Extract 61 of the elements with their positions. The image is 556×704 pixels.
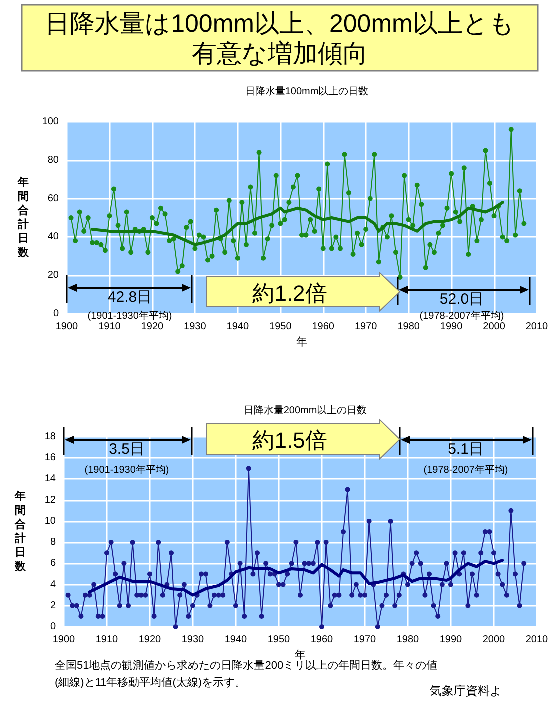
annotation: 約1.5倍 <box>252 428 328 453</box>
x-tick-label: 2010 <box>526 634 549 646</box>
x-tick-label: 1950 <box>270 322 292 332</box>
x-tick-label: 1940 <box>224 634 248 646</box>
y-axis-title: 年間合計日数 <box>14 490 27 573</box>
annotation: (1901-1930年平均) <box>84 464 170 476</box>
x-tick-label: 2000 <box>482 634 506 646</box>
x-tick-label: 1930 <box>182 634 205 646</box>
y-tick-label: 8 <box>50 537 56 548</box>
annotation: (1978-2007年平均) <box>420 310 504 322</box>
x-tick-label: 1970 <box>354 322 378 332</box>
y-tick-label: 80 <box>48 154 60 166</box>
text: 日降水量は100mm以上、200mm以上とも <box>45 10 515 38</box>
annotation: 約1.2倍 <box>252 281 328 306</box>
x-axis-title: 年 <box>295 649 306 662</box>
y-tick-label: 0 <box>50 622 56 632</box>
annotation: 52.0日 <box>440 291 484 308</box>
text: (細線)と11年移動平均値(太線)を示す。 <box>55 676 246 689</box>
chart-title: 日降水量100mm以上の日数 <box>245 86 369 98</box>
annotation: 5.1日 <box>448 441 484 458</box>
y-tick-label: 10 <box>44 516 56 527</box>
chart-title: 日降水量200mm以上の日数 <box>244 404 368 416</box>
y-tick-label: 20 <box>48 270 60 282</box>
text: 有意な増加傾向 <box>192 40 368 68</box>
x-tick-label: 1990 <box>440 634 463 646</box>
y-tick-label: 40 <box>48 232 60 243</box>
x-tick-label: 1930 <box>184 322 207 332</box>
x-tick-label: 1970 <box>354 634 377 646</box>
y-axis-title: 年間合計日数 <box>17 176 30 259</box>
annotation: (1978-2007年平均) <box>424 464 508 476</box>
annotation: 42.8日 <box>108 289 152 306</box>
y-tick-label: 18 <box>44 432 56 442</box>
y-tick-label: 4 <box>50 579 56 590</box>
x-tick-label: 1990 <box>440 322 464 332</box>
y-tick-label: 100 <box>42 116 60 128</box>
x-tick-label: 1980 <box>396 634 420 646</box>
x-tick-label: 2000 <box>483 322 506 332</box>
y-tick-label: 60 <box>48 193 60 204</box>
x-tick-label: 1900 <box>56 322 79 332</box>
y-tick-label: 6 <box>50 558 56 570</box>
text: 全国51地点の観測値から求めたの日降水量200ミリ以上の年間日数。年々の値 <box>55 659 438 672</box>
x-tick-label: 1910 <box>96 634 119 646</box>
x-tick-label: 1980 <box>398 322 420 332</box>
x-tick-label: 1920 <box>138 634 162 646</box>
text: 気象庁資料よ <box>430 684 502 698</box>
annotation: 3.5日 <box>109 441 145 458</box>
x-tick-label: 1910 <box>98 322 122 332</box>
x-tick-label: 1960 <box>312 322 335 332</box>
y-tick-label: 12 <box>44 494 56 506</box>
y-tick-label: 14 <box>44 474 56 485</box>
y-tick-label: 2 <box>50 600 56 612</box>
x-tick-label: 1900 <box>52 634 76 646</box>
x-axis-title: 年 <box>296 336 308 348</box>
y-tick-label: 0 <box>53 308 60 320</box>
x-tick-label: 2010 <box>526 322 549 332</box>
x-tick-label: 1940 <box>226 322 250 332</box>
annotation: (1901-1930年平均) <box>88 310 172 322</box>
x-tick-label: 1920 <box>141 322 164 332</box>
y-tick-label: 16 <box>44 452 56 464</box>
x-tick-label: 1950 <box>268 634 291 646</box>
x-tick-label: 1960 <box>310 634 334 646</box>
